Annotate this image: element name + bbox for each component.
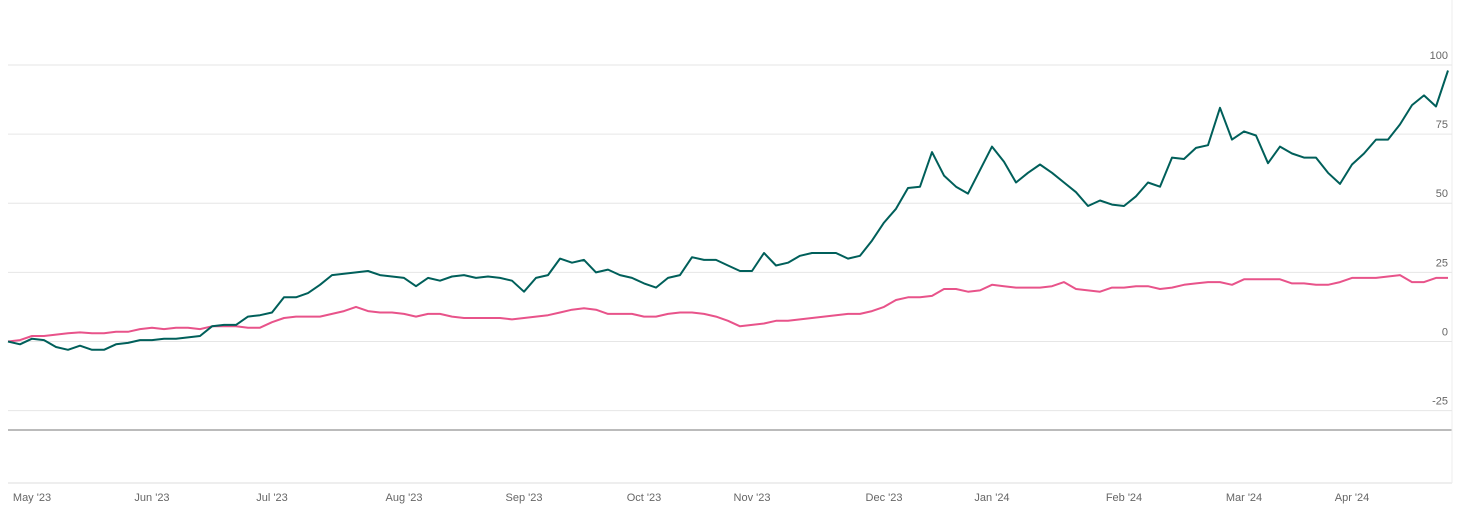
- x-tick-label: Jul '23: [256, 492, 287, 504]
- x-tick-label: May '23: [13, 492, 51, 504]
- x-tick-label: Nov '23: [734, 492, 771, 504]
- y-tick-label: 100: [1430, 50, 1448, 62]
- y-tick-label: 75: [1436, 119, 1448, 131]
- y-tick-label: 50: [1436, 188, 1448, 200]
- series-line: [7, 70, 1449, 351]
- x-tick-label: Mar '24: [1226, 492, 1262, 504]
- x-tick-label: Dec '23: [866, 492, 903, 504]
- x-tick-label: Oct '23: [627, 492, 662, 504]
- y-tick-label: 0: [1442, 327, 1448, 339]
- y-tick-label: 25: [1436, 257, 1448, 269]
- series-line: [7, 274, 1448, 343]
- x-tick-label: Sep '23: [506, 492, 543, 504]
- x-tick-label: Aug '23: [386, 492, 423, 504]
- x-tick-label: Feb '24: [1106, 492, 1142, 504]
- x-tick-label: Jan '24: [974, 492, 1009, 504]
- x-tick-label: Apr '24: [1335, 492, 1370, 504]
- x-tick-label: Jun '23: [134, 492, 169, 504]
- y-tick-label: -25: [1432, 396, 1448, 408]
